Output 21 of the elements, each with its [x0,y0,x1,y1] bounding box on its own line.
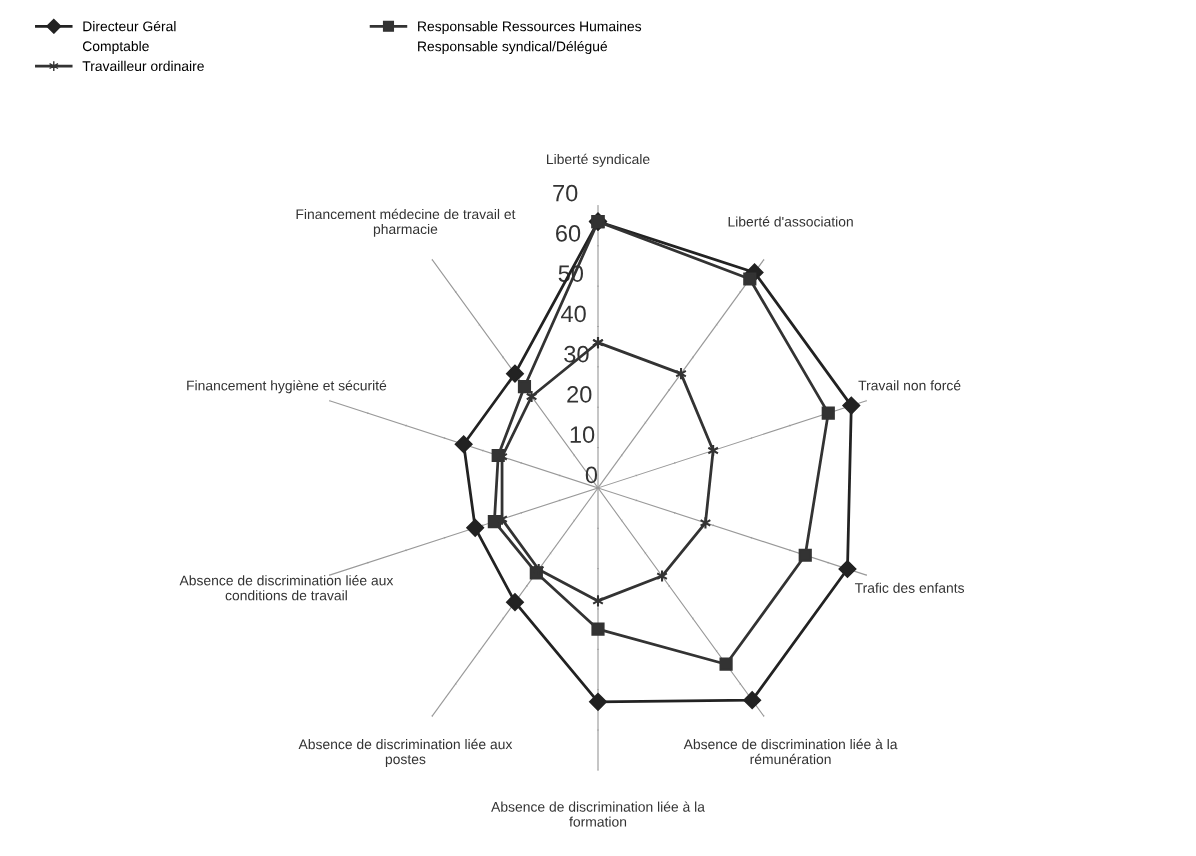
y-tick-label: 60 [556,225,581,242]
legend-label: Responsable Ressources Humaines [418,21,642,35]
y-tick-label: 0 [585,466,598,484]
spoke-label: Financement hygiène et sécurité [187,380,387,394]
spoke-label: Liberté d'association [728,216,853,227]
spoke-label: Absence de discrimination liée aux conditions de travail [179,575,394,601]
y-tick-label: 10 [570,426,595,443]
text: Comptable [82,40,149,54]
y-tick-label: 20 [567,386,592,403]
spoke-label: Liberté syndicale [547,153,650,167]
spoke-label: Financement médecine de travail et pharmacie [296,208,516,237]
legend-label: Travailleur ordinaire [82,60,204,72]
y-tick-label: 70 [553,184,578,202]
spoke-label: Absence de discrimination liée à la rémunération [683,738,898,765]
y-tick-label: 40 [561,305,586,323]
text: Responsable syndical/Délégué [418,40,608,55]
spoke-label: Absence de discrimination liée aux postes [298,738,513,767]
spoke-label: Travail non forcé [858,380,961,391]
spoke-label: Trafic des enfants [854,582,965,593]
spoke-label: Absence de discrimination liée à la formation [491,801,705,827]
legend-label: Directeur Géral [83,20,176,32]
